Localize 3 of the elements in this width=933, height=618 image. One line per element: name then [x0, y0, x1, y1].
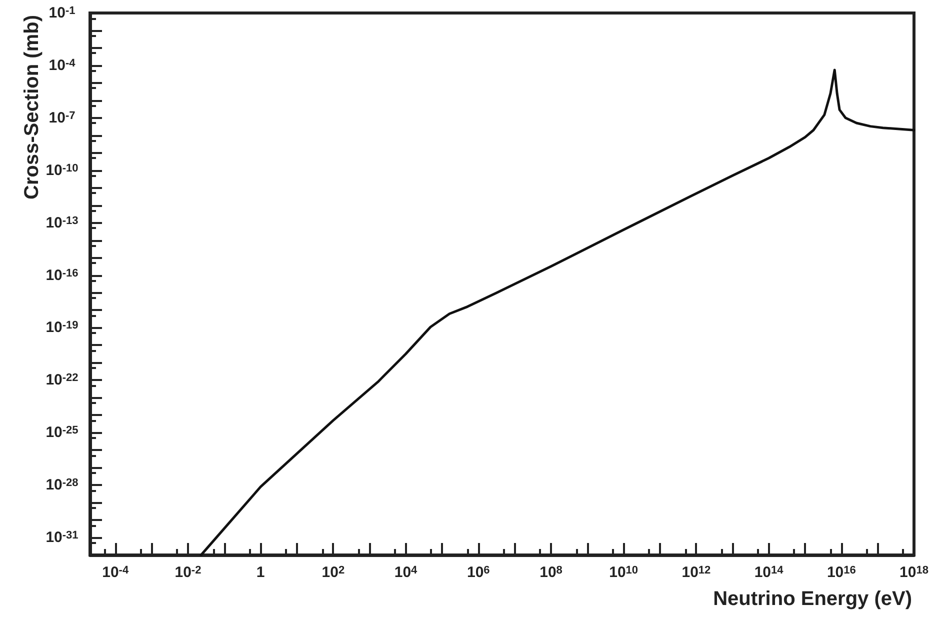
x-axis-title: Neutrino Energy (eV)	[713, 588, 912, 610]
x-tick-label: 1	[256, 564, 265, 581]
y-axis-title: Cross-Section (mb)	[21, 15, 43, 200]
